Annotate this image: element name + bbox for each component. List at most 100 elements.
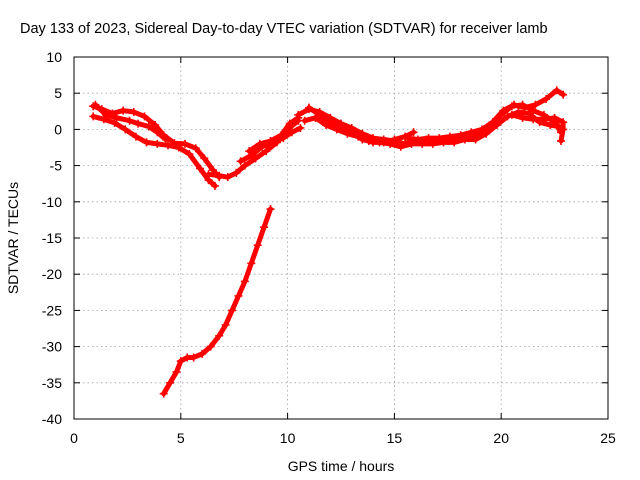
data-point (181, 139, 190, 148)
data-point (300, 116, 309, 125)
data-point (253, 241, 262, 250)
data-point (296, 123, 305, 132)
data-point (539, 115, 548, 124)
x-tick-label: 15 (387, 430, 403, 446)
data-point (304, 103, 313, 112)
chart-title: Day 133 of 2023, Sidereal Day-to-day VTE… (20, 21, 548, 37)
data-point (215, 171, 224, 180)
data-point (445, 132, 454, 141)
data-point (524, 109, 533, 118)
data-point (482, 129, 491, 138)
series-track-12 (159, 205, 275, 398)
data-point (89, 112, 98, 121)
data-point (552, 86, 561, 95)
data-point (322, 121, 331, 130)
x-tick-label: 25 (600, 430, 616, 446)
series-line (404, 87, 566, 142)
data-point (369, 138, 378, 147)
data-point (198, 349, 207, 358)
data-point (144, 122, 153, 131)
data-point (153, 128, 162, 137)
data-point (407, 139, 416, 148)
series-track-1 (89, 102, 224, 182)
series-line (246, 115, 301, 154)
data-point (240, 161, 249, 170)
data-point (196, 164, 205, 173)
data-point (245, 147, 254, 156)
data-point (403, 134, 412, 143)
data-point (266, 205, 275, 214)
x-tick-label: 5 (177, 430, 185, 446)
data-point (260, 223, 269, 232)
data-point (112, 113, 121, 122)
data-point (277, 131, 286, 140)
y-tick-label: -25 (42, 302, 62, 318)
data-point (223, 173, 232, 182)
series-track-6 (245, 113, 303, 156)
data-point (337, 123, 345, 132)
data-point (121, 125, 130, 134)
data-point (125, 116, 134, 125)
data-point (507, 110, 516, 119)
data-point (166, 378, 175, 387)
data-point (287, 128, 296, 137)
data-point (557, 136, 566, 145)
y-axis-label: SDTVAR / TECUs (5, 182, 21, 294)
data-point (142, 138, 151, 147)
data-point (200, 154, 209, 163)
data-point (456, 131, 465, 140)
data-point (531, 100, 540, 109)
data-point (189, 353, 198, 362)
y-tick-label: -30 (42, 339, 62, 355)
series-track-3 (91, 100, 170, 144)
data-point (315, 110, 324, 119)
data-point (102, 110, 111, 119)
x-tick-label: 0 (70, 430, 78, 446)
data-point (221, 320, 230, 329)
data-point (428, 139, 437, 148)
data-point (409, 128, 418, 137)
data-point (215, 331, 224, 340)
series-track-2 (89, 112, 219, 190)
y-tick-label: 0 (54, 121, 62, 137)
x-axis-label: GPS time / hours (288, 458, 395, 474)
data-point (251, 154, 260, 163)
data-point (91, 100, 100, 109)
data-point (467, 128, 476, 137)
data-point (510, 100, 519, 109)
data-point (204, 170, 213, 179)
data-point (559, 118, 568, 127)
series-track-10 (403, 86, 568, 144)
data-point (529, 115, 538, 124)
data-point (285, 119, 294, 128)
data-point (379, 138, 388, 147)
data-point (206, 342, 215, 351)
data-point (396, 142, 405, 151)
data-point (488, 118, 497, 127)
data-point (550, 113, 559, 122)
y-tick-label: -35 (42, 375, 62, 391)
data-series (89, 86, 568, 398)
y-tick-labels: -40 -35 -30 -25 -20 -15 -10 -5 0 5 10 (42, 49, 62, 427)
y-tick-label: 10 (46, 49, 62, 65)
data-point (559, 125, 568, 134)
data-point (266, 136, 275, 145)
data-point (176, 357, 185, 366)
data-point (234, 291, 243, 300)
data-point (518, 113, 527, 122)
data-point (347, 128, 356, 137)
data-point (520, 103, 529, 112)
y-tick-label: 5 (54, 85, 62, 101)
x-tick-label: 20 (493, 430, 509, 446)
data-point (435, 134, 444, 143)
axis-ticks (73, 56, 609, 420)
x-tick-labels: 0 5 10 15 20 25 (70, 430, 616, 446)
data-point (140, 112, 149, 121)
data-point (247, 259, 256, 268)
data-point (131, 132, 140, 141)
data-point (542, 94, 551, 103)
data-point (450, 138, 459, 147)
data-point (390, 135, 399, 144)
